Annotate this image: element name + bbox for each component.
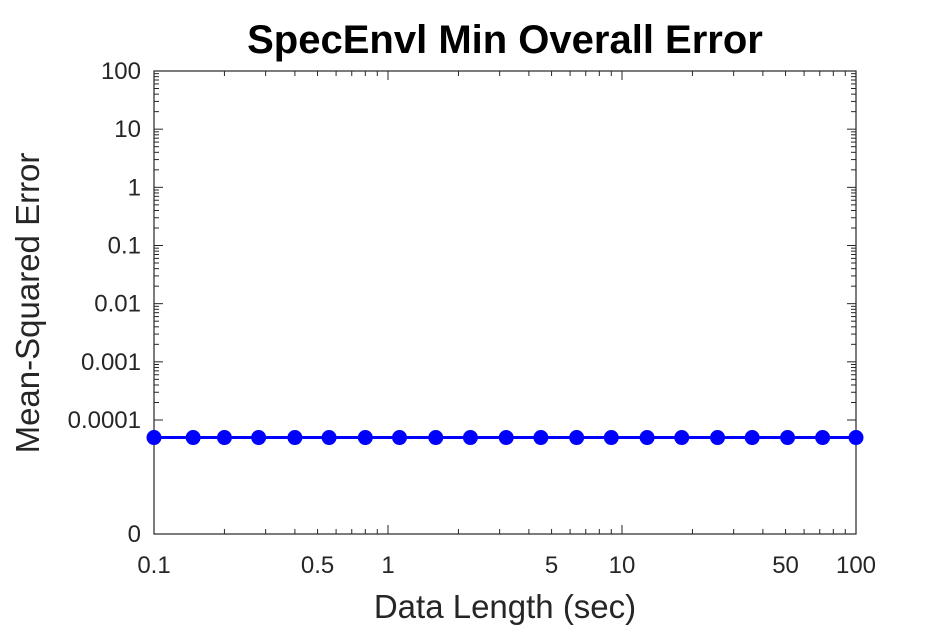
y-tick-label: 0.01	[94, 291, 141, 318]
data-point	[569, 430, 585, 446]
data-point	[251, 430, 267, 446]
x-tick-label: 0.1	[137, 552, 170, 579]
data-point	[185, 430, 201, 446]
data-point	[392, 430, 408, 446]
x-tick-labels: 0.1 0.5 1 5 10 50 100	[137, 552, 876, 579]
x-tick-label: 50	[772, 552, 799, 579]
data-point	[321, 430, 337, 446]
y-tick-label: 10	[114, 116, 141, 143]
data-point	[533, 430, 549, 446]
data-point	[639, 430, 655, 446]
y-tick-label: 0.0001	[68, 407, 141, 434]
series-layer	[146, 430, 864, 446]
x-tick-label: 5	[545, 552, 558, 579]
y-tick-label: 0.001	[81, 349, 141, 376]
major-ticks	[153, 70, 857, 534]
data-point	[603, 430, 619, 446]
y-tick-label: 100	[101, 58, 141, 85]
y-axis-label: Mean-Squared Error	[9, 153, 46, 454]
chart-title: SpecEnvl Min Overall Error	[247, 18, 763, 62]
data-point	[674, 430, 690, 446]
data-point	[744, 430, 760, 446]
data-point	[357, 430, 373, 446]
y-tick-label: 1	[128, 174, 141, 201]
x-tick-label: 10	[609, 552, 636, 579]
x-tick-label: 0.5	[301, 552, 334, 579]
data-point	[216, 430, 232, 446]
data-point	[498, 430, 514, 446]
data-point	[780, 430, 796, 446]
y-tick-labels: 100 10 1 0.1 0.01 0.001 0.0001 0	[68, 58, 141, 548]
y-tick-label: 0.1	[108, 233, 141, 260]
data-point	[146, 430, 162, 446]
data-point	[815, 430, 831, 446]
data-point	[287, 430, 303, 446]
data-point	[428, 430, 444, 446]
x-tick-label: 100	[836, 552, 876, 579]
data-point	[710, 430, 726, 446]
minor-ticks	[154, 71, 856, 534]
y-tick-label: 0	[128, 521, 141, 548]
plot-area	[153, 70, 857, 535]
x-axis-label: Data Length (sec)	[374, 588, 636, 625]
x-tick-label: 1	[381, 552, 394, 579]
data-point	[462, 430, 478, 446]
data-point	[848, 430, 864, 446]
